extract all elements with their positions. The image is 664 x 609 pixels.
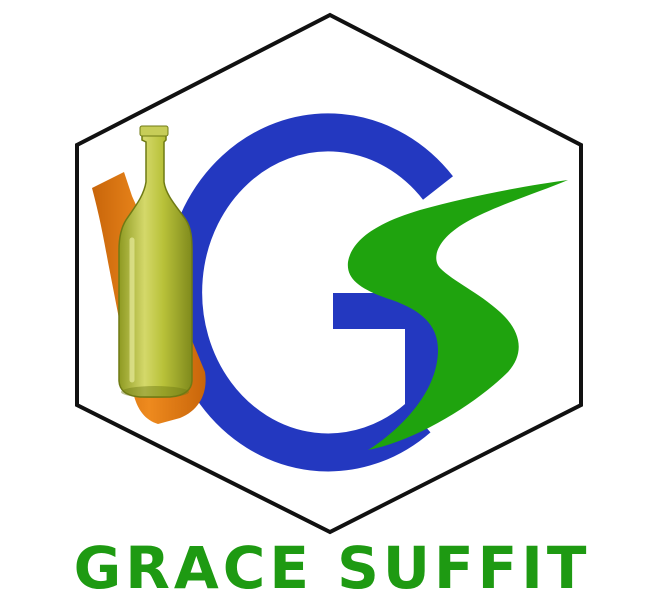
hexagon-outline [75,12,583,535]
green-glass-bottle-icon [118,125,193,398]
gs-hexagon-logo [75,12,583,535]
brand-name: GRACE SUFFIT [73,534,591,602]
s-letter-icon [347,180,568,450]
